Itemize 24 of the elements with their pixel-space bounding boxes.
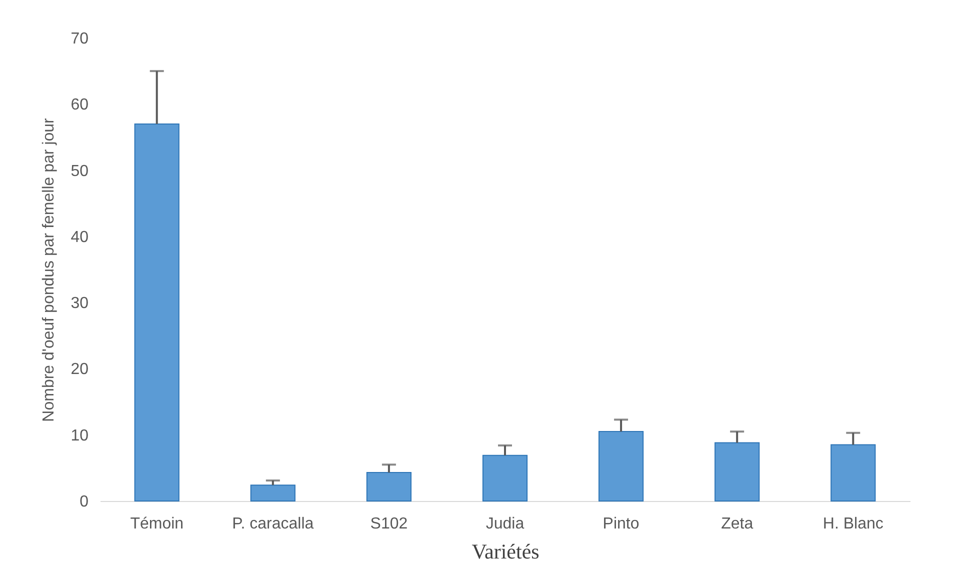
- bar: [482, 454, 528, 502]
- bar: [134, 123, 180, 502]
- y-tick-label: 60: [70, 96, 89, 114]
- x-tick-label: H. Blanc: [822, 516, 884, 532]
- bar: [366, 472, 412, 502]
- y-tick-label: 40: [70, 228, 89, 246]
- y-tick-label: 50: [70, 162, 89, 180]
- x-tick-label: Témoin: [130, 516, 184, 532]
- x-tick-label: Judia: [486, 516, 524, 532]
- y-tick-label: 30: [70, 295, 89, 312]
- y-axis-title: Nombre d'oeuf pondus par femelle par jour: [40, 117, 58, 422]
- y-tick-label: 10: [70, 427, 89, 444]
- x-tick-label: P. caracalla: [232, 516, 314, 532]
- bar: [250, 484, 296, 502]
- bar: [598, 431, 644, 502]
- x-tick-label: Pinto: [602, 516, 640, 532]
- bar: [830, 444, 876, 502]
- y-tick-label: 0: [80, 494, 89, 510]
- x-tick-label: Zeta: [721, 516, 754, 532]
- x-axis-title: Variétés: [472, 540, 540, 564]
- bar: [714, 442, 760, 502]
- x-tick-label: S102: [370, 516, 408, 532]
- y-tick-label: 20: [70, 361, 89, 378]
- y-tick-label: 70: [70, 30, 89, 48]
